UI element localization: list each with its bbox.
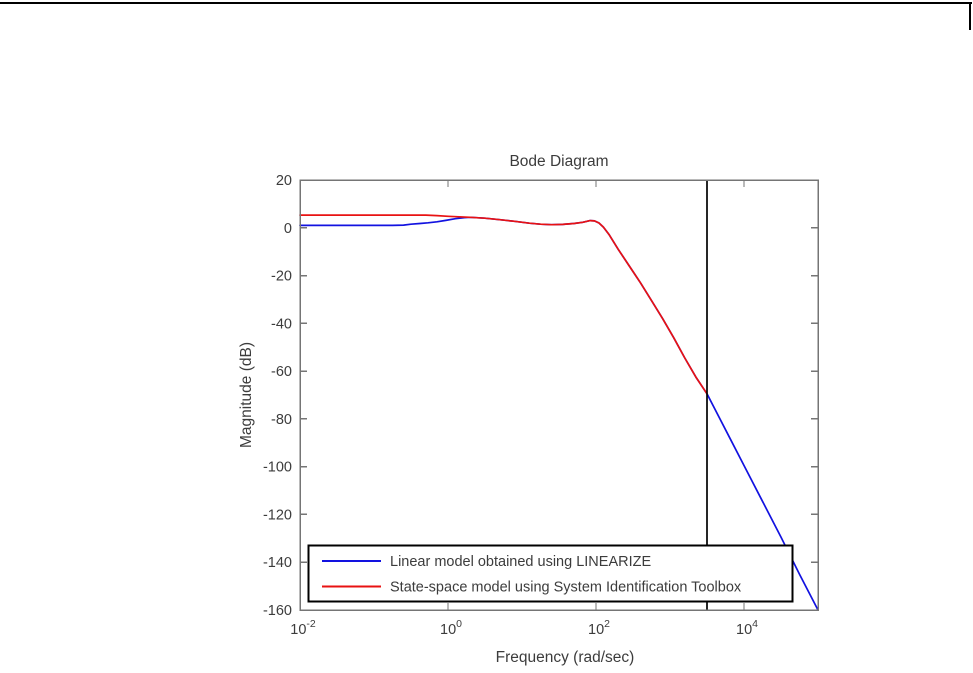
y-tick-label: 20: [276, 173, 292, 189]
x-axis-label: Frequency (rad/sec): [496, 649, 635, 666]
x-tick-label: 102: [588, 618, 610, 638]
y-tick-label: -120: [263, 507, 292, 523]
legend-box: [307, 544, 794, 603]
axes-box: [299, 179, 819, 611]
y-tick-label: -40: [271, 316, 292, 332]
chart-title: Bode Diagram: [509, 153, 608, 170]
x-tick-label: 104: [736, 618, 758, 638]
legend-label-linearize: Linear model obtained using LINEARIZE: [390, 554, 651, 570]
x-tick-label: 10-2: [290, 618, 316, 638]
page-top-border: [0, 2, 972, 4]
y-tick-label: -80: [271, 412, 292, 428]
plot-area: [300, 180, 818, 610]
y-tick-label: -60: [271, 364, 292, 380]
y-tick-label: -20: [271, 269, 292, 285]
y-axis-label: Magnitude (dB): [238, 342, 255, 448]
y-tick-label: 0: [284, 221, 292, 237]
x-tick-label: 100: [440, 618, 462, 638]
page-right-border: [969, 2, 971, 30]
legend-label-statespace: State-space model using System Identific…: [390, 580, 742, 596]
y-tick-label: -100: [263, 460, 292, 476]
y-tick-label: -160: [263, 603, 292, 619]
legend: Linear model obtained using LINEARIZE St…: [307, 544, 794, 603]
y-tick-label: -140: [263, 555, 292, 571]
series-line-statespace: [299, 214, 708, 395]
